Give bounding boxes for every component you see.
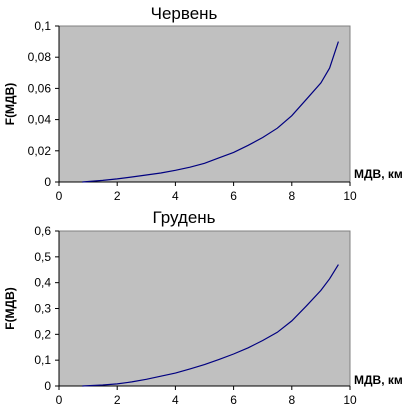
y-tick-label: 0,2 bbox=[34, 327, 51, 341]
y-tick-label: 0,4 bbox=[34, 276, 51, 290]
y-tick-label: 0 bbox=[44, 175, 51, 189]
y-tick-label: 0,6 bbox=[34, 224, 51, 238]
y-tick-label: 0,02 bbox=[28, 144, 52, 158]
chart-panel-1: Червень 0 0,02 0,04 0,06 0,08 0,1 0 2 4 6 8 10 МДВ, к… bbox=[3, 4, 403, 203]
chart-title: Грудень bbox=[152, 208, 215, 227]
x-tick-label: 0 bbox=[56, 189, 63, 203]
y-axis-label: F(МДВ) bbox=[3, 83, 17, 126]
plot-area bbox=[58, 25, 351, 183]
x-tick-label: 0 bbox=[56, 393, 63, 407]
y-tick-label: 0 bbox=[44, 379, 51, 393]
y-axis-label: F(МДВ) bbox=[3, 287, 17, 330]
y-tick-label: 0,04 bbox=[28, 113, 52, 127]
series-line bbox=[82, 41, 339, 183]
x-tick-label: 4 bbox=[172, 393, 179, 407]
x-tick-label: 6 bbox=[230, 393, 237, 407]
x-axis-label: МДВ, км bbox=[354, 373, 403, 387]
series-line bbox=[82, 264, 339, 387]
y-tick-label: 0,06 bbox=[28, 81, 52, 95]
y-tick-label: 0,1 bbox=[34, 19, 51, 33]
chart-panel-2: Грудень 0 0,1 0,2 0,3 0,4 0,5 0,6 0 2 4 6 8 10 МДВ, км… bbox=[3, 208, 403, 407]
x-axis-label: МДВ, км bbox=[354, 167, 403, 181]
y-tick-label: 0,08 bbox=[28, 50, 52, 64]
x-tick-label: 2 bbox=[114, 393, 121, 407]
x-tick-label: 6 bbox=[230, 189, 237, 203]
y-tick-label: 0,5 bbox=[34, 250, 51, 264]
plot-area bbox=[58, 230, 351, 387]
x-tick-label: 2 bbox=[114, 189, 121, 203]
x-tick-label: 4 bbox=[172, 189, 179, 203]
y-tick-label: 0,1 bbox=[34, 353, 51, 367]
y-tick-label: 0,3 bbox=[34, 302, 51, 316]
x-tick-label: 8 bbox=[288, 393, 295, 407]
chart-title: Червень bbox=[151, 4, 218, 23]
x-tick-label: 10 bbox=[343, 393, 357, 407]
x-tick-label: 10 bbox=[343, 189, 357, 203]
x-tick-label: 8 bbox=[288, 189, 295, 203]
